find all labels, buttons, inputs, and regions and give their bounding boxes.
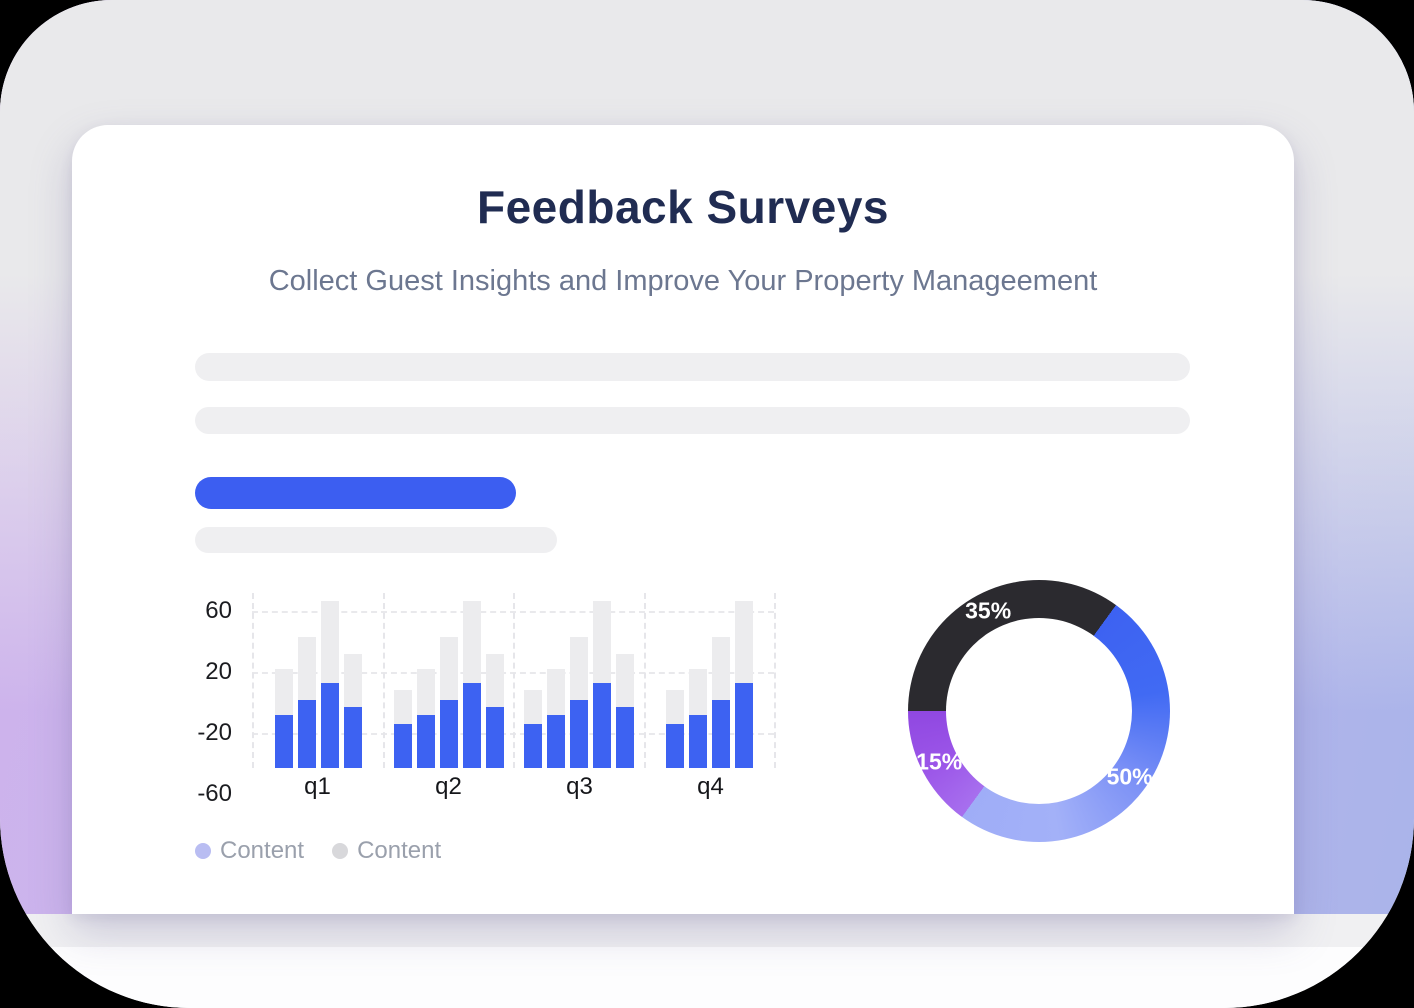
bar <box>462 600 481 768</box>
bar <box>297 637 316 768</box>
bar <box>735 600 754 768</box>
bar <box>485 653 504 768</box>
bar-value <box>393 723 412 768</box>
bar <box>343 653 362 768</box>
legend-item: Content <box>332 837 441 865</box>
page-subtitle: Collect Guest Insights and Improve Your … <box>268 265 1098 297</box>
legend-item-label: Content <box>357 837 442 864</box>
bar-value <box>297 699 316 768</box>
bar-value <box>666 723 685 768</box>
bar <box>320 600 339 768</box>
legend-dot-icon <box>332 843 349 859</box>
bar-value <box>593 682 612 768</box>
bar-value <box>462 682 481 768</box>
bar <box>439 637 458 768</box>
bar-chart <box>252 593 776 768</box>
bar <box>616 653 635 768</box>
bar <box>274 669 293 768</box>
bar-value <box>274 714 293 768</box>
skeleton-line-1 <box>195 353 1190 381</box>
y-axis-tick: 60 <box>205 597 232 625</box>
bar-value <box>616 707 635 768</box>
skeleton-line-3 <box>195 527 557 553</box>
bar-value <box>570 699 589 768</box>
donut-slice-label: 50% <box>1106 763 1153 790</box>
y-axis-tick: -60 <box>197 779 232 807</box>
bar-value <box>524 723 543 768</box>
x-axis-label: q2 <box>435 773 462 800</box>
donut-chart-hole <box>946 618 1132 804</box>
bar-value <box>712 699 731 768</box>
bar-group-q1 <box>252 593 383 768</box>
bar-value <box>439 699 458 768</box>
bar <box>593 600 612 768</box>
bar-group-q2 <box>382 593 514 768</box>
bar <box>570 637 589 768</box>
cta-button-placeholder[interactable] <box>195 477 516 509</box>
y-axis-tick: -20 <box>197 719 232 746</box>
bar <box>712 637 731 768</box>
bar-chart-y-axis: 60 20 -20 -60 <box>172 593 232 806</box>
legend-item: Content <box>195 837 304 865</box>
donut-slice-label: 35% <box>965 597 1012 624</box>
bar-group-q4 <box>643 593 775 768</box>
device-base <box>0 947 1414 1008</box>
chart-legend: Content Content <box>195 837 441 865</box>
bar-chart-x-axis: q1 q2 q3 q4 <box>252 773 776 801</box>
y-axis-tick: 20 <box>205 658 232 686</box>
bar <box>666 690 685 768</box>
legend-dot-icon <box>195 843 211 859</box>
bar-value <box>735 682 754 768</box>
page-title: Feedback Surveys <box>476 181 889 233</box>
bar-value <box>320 682 339 768</box>
donut-chart: 35% 50% 15% <box>908 580 1170 842</box>
bar <box>689 669 708 768</box>
bar-group-q3 <box>513 593 644 768</box>
x-axis-label: q3 <box>566 773 593 800</box>
donut-slice-label: 15% <box>916 748 963 775</box>
skeleton-line-2 <box>195 407 1190 434</box>
bar-value <box>343 707 362 768</box>
bar <box>547 669 566 768</box>
feedback-card: Feedback Surveys Collect Guest Insights … <box>72 125 1294 914</box>
bar <box>416 669 435 768</box>
bar-value <box>689 714 708 768</box>
bar <box>393 690 412 768</box>
x-axis-label: q4 <box>697 773 724 800</box>
legend-item-label: Content <box>220 837 305 864</box>
bar-value <box>485 707 504 768</box>
bar <box>524 690 543 768</box>
bar-value <box>547 714 566 768</box>
x-axis-label: q1 <box>304 773 331 800</box>
device-base-edge <box>0 914 1414 947</box>
bar-value <box>416 714 435 768</box>
